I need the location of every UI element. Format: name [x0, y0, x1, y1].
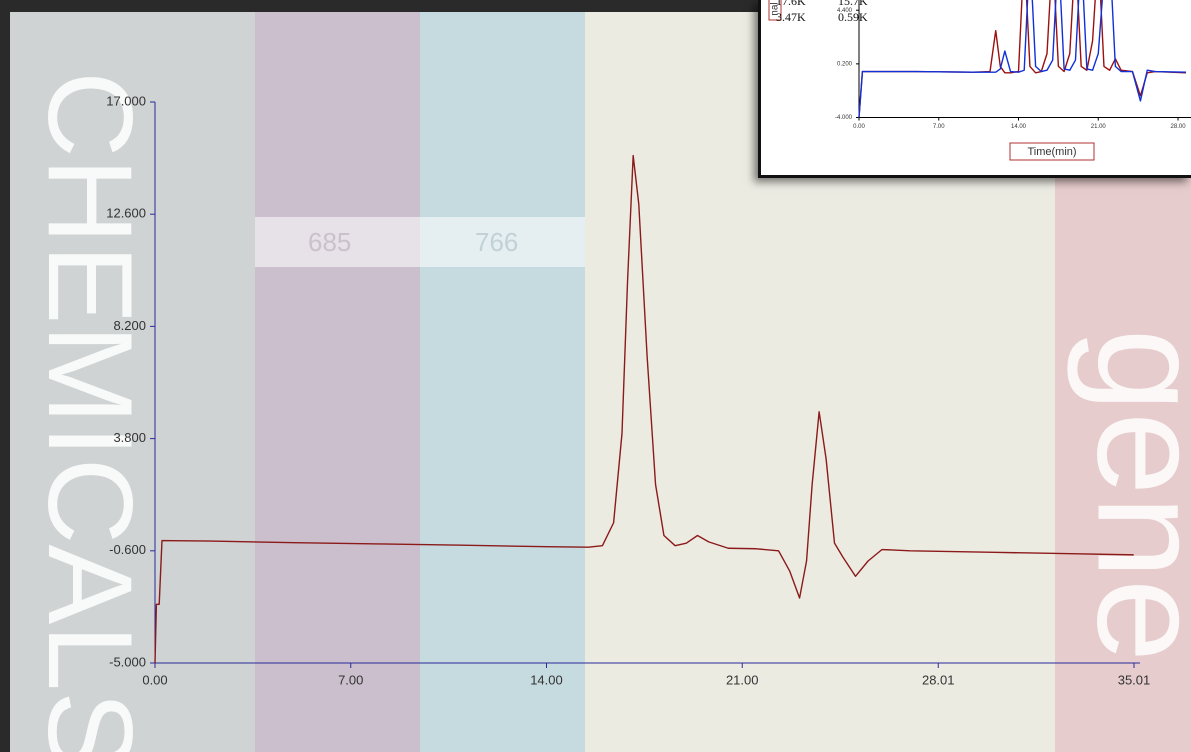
- y-tick-label: 0.200: [837, 61, 853, 67]
- x-tick-label: 21.00: [726, 672, 759, 687]
- y-label: nal: [770, 2, 781, 15]
- spine-band: [255, 217, 585, 267]
- x-tick-label: 21.00: [1091, 124, 1107, 130]
- inset-chart: -4.000 0.200 4.400 0.00 7.00 14.00 21.00 28.00 T…: [768, 0, 1191, 161]
- x-label: Time(min): [1027, 146, 1076, 158]
- book: [420, 12, 585, 752]
- annotation: 15.7K: [838, 0, 868, 8]
- series-line: [858, 0, 1187, 118]
- x-tick-label: 7.00: [338, 672, 363, 687]
- x-label-box: [1009, 142, 1095, 161]
- x-tick-label: 28.00: [1171, 124, 1187, 130]
- y-tick-label: 8.200: [113, 318, 146, 333]
- y-tick-label: 4.400: [837, 8, 853, 14]
- x-tick-label: 0.00: [142, 672, 167, 687]
- inset-window: -4.000 0.200 4.400 0.00 7.00 14.00 21.00 28.00 T…: [758, 0, 1191, 178]
- annotation: 3.47K: [776, 10, 806, 24]
- x-tick-label: 28.01: [922, 672, 955, 687]
- x-tick-label: 14.00: [530, 672, 563, 687]
- x-tick-label: 7.00: [933, 124, 945, 130]
- y-tick-label: 3.800: [113, 430, 146, 445]
- book: [10, 12, 255, 752]
- background-text: 685: [308, 227, 352, 257]
- y-label-box: [768, 0, 782, 21]
- background-text: 766: [475, 227, 519, 257]
- annotation: 0.59K: [838, 10, 868, 24]
- y-tick-label: -4.000: [835, 115, 853, 121]
- series-line: [858, 0, 1187, 118]
- y-tick-label: -0.600: [109, 542, 146, 557]
- y-tick-label: 17.000: [106, 93, 146, 108]
- series-line: [154, 154, 1134, 664]
- x-tick-label: 35.01: [1118, 672, 1151, 687]
- annotation: 17.6K: [776, 0, 806, 8]
- x-tick-label: 14.00: [1011, 124, 1027, 130]
- y-tick-label: 12.600: [106, 206, 146, 221]
- x-tick-label: 0.00: [853, 124, 865, 130]
- y-tick-label: -5.000: [109, 654, 146, 669]
- book: [255, 12, 420, 752]
